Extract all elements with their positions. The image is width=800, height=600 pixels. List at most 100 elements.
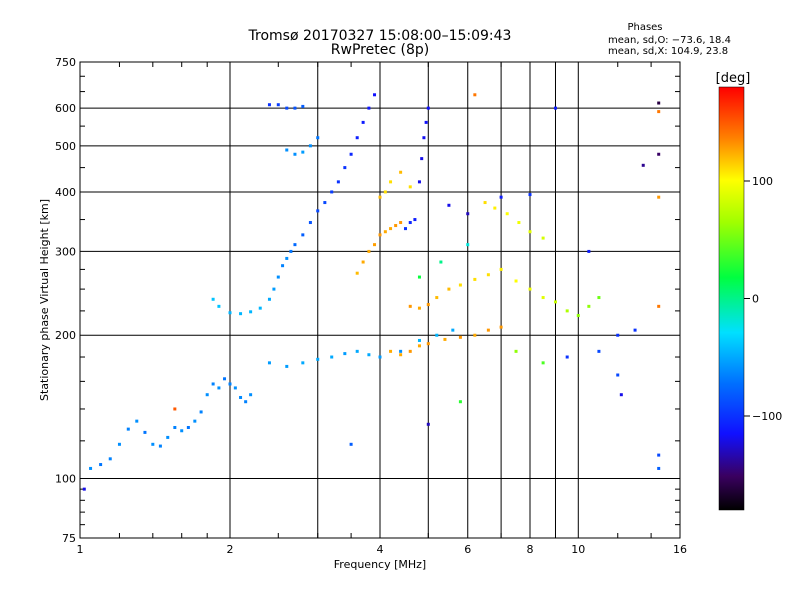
data-point: [233, 386, 237, 390]
data-point: [408, 185, 412, 189]
data-point: [458, 400, 462, 404]
data-point: [399, 170, 403, 174]
data-point: [408, 349, 412, 353]
colorbar-tick-label: 100: [752, 175, 773, 188]
data-point: [316, 136, 320, 140]
data-point: [301, 361, 305, 365]
y-tick-label: 200: [55, 329, 76, 342]
data-point: [285, 364, 289, 368]
colorbar-tick-label: −100: [752, 410, 782, 423]
data-point: [205, 393, 209, 397]
data-point: [466, 212, 470, 216]
data-point: [389, 349, 393, 353]
data-point: [378, 355, 382, 359]
data-point: [413, 218, 417, 222]
data-point: [239, 395, 243, 399]
y-axis-label: Stationary phase Virtual Height [km]: [38, 199, 51, 401]
data-point: [267, 361, 271, 365]
data-point: [135, 419, 139, 423]
data-point: [447, 203, 451, 207]
data-point: [355, 271, 359, 275]
data-point: [587, 304, 591, 308]
data-point: [151, 442, 155, 446]
data-point: [367, 249, 371, 253]
y-tick-label: 100: [55, 473, 76, 486]
data-point: [211, 382, 215, 386]
data-point: [528, 230, 532, 234]
data-point: [158, 444, 162, 448]
data-point: [541, 236, 545, 240]
data-point: [276, 275, 280, 279]
data-point: [349, 442, 353, 446]
data-point: [193, 419, 197, 423]
data-point: [657, 195, 661, 199]
data-point: [528, 193, 532, 197]
data-point: [383, 230, 387, 234]
x-tick-label: 16: [673, 543, 687, 556]
data-point: [383, 190, 387, 194]
data-point: [301, 150, 305, 154]
data-point: [361, 260, 365, 264]
data-point: [399, 221, 403, 225]
colorbar-unit-label: [deg]: [716, 71, 751, 86]
y-tick-label: 750: [55, 56, 76, 69]
data-point: [330, 355, 334, 359]
data-point: [417, 306, 421, 310]
data-point: [417, 180, 421, 184]
data-point: [443, 337, 447, 341]
data-point: [565, 309, 569, 313]
data-point: [367, 353, 371, 357]
data-point: [657, 453, 661, 457]
data-point: [616, 333, 620, 337]
data-points: [82, 93, 661, 491]
data-point: [422, 136, 426, 140]
phase-stats-title: Phases: [627, 22, 662, 33]
x-tick-label: 6: [464, 543, 471, 556]
data-point: [355, 136, 359, 140]
data-point: [576, 314, 580, 318]
data-point: [483, 201, 487, 205]
data-point: [244, 400, 248, 404]
x-tick-label: 10: [571, 543, 585, 556]
x-tick-label: 4: [377, 543, 384, 556]
data-point: [323, 201, 327, 205]
data-point: [399, 353, 403, 357]
data-point: [420, 157, 424, 161]
data-point: [117, 442, 121, 446]
data-point: [276, 103, 280, 107]
data-point: [389, 180, 393, 184]
data-point: [228, 382, 232, 386]
data-point: [301, 233, 305, 237]
data-point: [89, 466, 93, 470]
data-point: [426, 303, 430, 307]
data-point: [587, 249, 591, 253]
data-point: [308, 221, 312, 225]
data-point: [143, 430, 147, 434]
data-point: [367, 106, 371, 110]
data-point: [417, 338, 421, 342]
data-point: [330, 190, 334, 194]
data-point: [217, 304, 221, 308]
data-point: [447, 287, 451, 291]
data-point: [211, 297, 215, 301]
data-point: [378, 195, 382, 199]
data-point: [308, 144, 312, 148]
phase-stats-o: mean, sd,O: −73.6, 18.4: [608, 35, 731, 46]
data-point: [285, 256, 289, 260]
data-point: [285, 106, 289, 110]
data-point: [173, 407, 177, 411]
data-point: [99, 463, 103, 467]
data-point: [281, 264, 285, 268]
colorbar-tick-label: 0: [752, 293, 759, 306]
data-point: [499, 195, 503, 199]
data-point: [343, 352, 347, 356]
data-point: [517, 221, 521, 225]
data-point: [458, 335, 462, 339]
data-point: [285, 148, 289, 152]
grid-lines: [80, 62, 680, 538]
data-point: [657, 101, 661, 105]
data-point: [249, 310, 253, 314]
data-point: [108, 457, 112, 461]
data-point: [180, 429, 184, 433]
